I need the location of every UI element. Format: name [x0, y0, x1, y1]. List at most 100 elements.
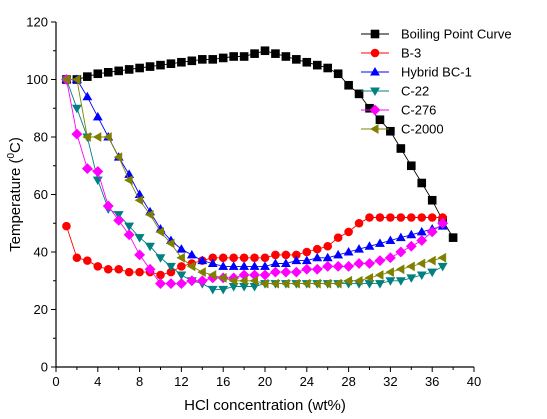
data-point-c-2000: [437, 252, 447, 263]
data-point-hybrid-bc-1: [260, 261, 270, 270]
data-point-boiling-point-curve: [177, 57, 186, 67]
data-point-c-22: [166, 262, 176, 272]
data-point-b-3: [323, 241, 333, 251]
data-point-boiling-point-curve: [375, 115, 385, 125]
data-point-boiling-point-curve: [427, 195, 437, 205]
data-point-hybrid-bc-1: [176, 244, 187, 253]
data-point-hybrid-bc-1: [186, 249, 197, 259]
data-point-c-2000: [364, 272, 374, 283]
legend-item-c-22: C-22: [361, 84, 429, 99]
data-point-c-22: [427, 268, 438, 278]
data-point-c-2000: [155, 226, 164, 237]
data-point-boiling-point-curve: [93, 69, 103, 79]
y-tick-label: 100: [26, 72, 48, 87]
data-point-c-2000: [239, 275, 248, 286]
data-point-hybrid-bc-1: [218, 261, 229, 270]
data-point-c-276: [196, 275, 208, 287]
x-axis-ticks: 0 4 8 12 16 20 24 28 32 36 40: [52, 367, 481, 389]
data-point-b-3: [312, 244, 322, 254]
data-point-hybrid-bc-1: [354, 244, 364, 253]
x-tick-label: 32: [383, 374, 397, 389]
legend-item-c-276: C-276: [361, 103, 436, 118]
data-point-c-22: [71, 104, 82, 114]
data-point-b-3: [239, 253, 249, 263]
data-point-boiling-point-curve: [198, 55, 207, 64]
data-point-boiling-point-curve: [344, 80, 353, 90]
y-tick-label: 120: [26, 15, 48, 30]
data-point-hybrid-bc-1: [270, 258, 281, 268]
data-point-boiling-point-curve: [229, 52, 238, 61]
data-point-c-276: [175, 278, 187, 290]
data-point-c-276: [144, 263, 156, 275]
data-point-c-22: [155, 254, 166, 263]
data-point-hybrid-bc-1: [406, 229, 417, 239]
data-point-boiling-point-curve: [145, 62, 155, 71]
data-point-c-2000: [385, 267, 394, 278]
data-point-c-2000: [312, 278, 321, 289]
data-point-hybrid-bc-1: [343, 247, 354, 256]
data-point-c-2000: [218, 272, 227, 283]
data-point-c-2000: [113, 152, 123, 163]
data-point-hybrid-bc-1: [395, 232, 406, 242]
legend-label: C-2000: [401, 122, 444, 137]
data-point-b-3: [260, 253, 270, 263]
data-point-b-3: [93, 262, 103, 271]
legend-item-hybrid-bc-1: Hybrid BC-1: [361, 65, 472, 80]
data-point-boiling-point-curve: [406, 161, 416, 171]
data-point-boiling-point-curve: [386, 126, 395, 136]
data-point-b-3: [375, 213, 385, 222]
data-point-c-276: [81, 163, 93, 175]
data-point-boiling-point-curve: [166, 59, 176, 68]
legend-marker: [370, 29, 380, 39]
data-point-c-276: [165, 278, 177, 290]
y-tick-label: 0: [41, 360, 48, 375]
data-point-boiling-point-curve: [103, 68, 113, 77]
data-point-c-276: [290, 266, 302, 278]
data-point-c-22: [437, 262, 448, 272]
data-point-c-276: [374, 255, 386, 267]
series-layer: [61, 46, 458, 295]
data-point-c-2000: [124, 175, 133, 186]
data-point-hybrid-bc-1: [280, 258, 291, 268]
data-point-c-276: [311, 263, 323, 275]
x-tick-label: 16: [216, 374, 230, 389]
legend-label: C-276: [401, 103, 436, 118]
data-point-hybrid-bc-1: [228, 261, 239, 270]
data-point-boiling-point-curve: [333, 69, 343, 79]
data-point-boiling-point-curve: [312, 60, 322, 70]
data-point-c-2000: [374, 270, 384, 280]
data-point-c-2000: [82, 132, 91, 142]
y-axis-ticks: 0 20 40 60 80 100 120: [26, 15, 56, 375]
data-point-boiling-point-curve: [208, 55, 218, 64]
data-point-b-3: [354, 218, 364, 228]
x-tick-label: 40: [467, 374, 481, 389]
data-point-hybrid-bc-1: [416, 226, 427, 236]
data-point-c-2000: [354, 275, 363, 286]
series-c-2000: [61, 74, 447, 289]
data-point-c-276: [155, 278, 166, 290]
data-point-b-3: [250, 253, 259, 263]
data-point-c-2000: [186, 261, 196, 272]
data-point-c-276: [280, 266, 292, 278]
y-tick-label: 80: [34, 130, 48, 145]
data-point-c-22: [218, 285, 229, 295]
data-point-b-3: [124, 267, 134, 277]
x-tick-label: 8: [136, 374, 143, 389]
data-point-c-22: [375, 280, 385, 289]
data-point-c-2000: [427, 255, 436, 266]
data-point-boiling-point-curve: [302, 57, 312, 67]
data-point-hybrid-bc-1: [92, 111, 103, 121]
data-point-b-3: [135, 267, 144, 277]
data-point-hybrid-bc-1: [375, 238, 385, 247]
data-point-c-276: [364, 258, 375, 269]
data-point-c-2000: [145, 209, 154, 220]
y-tick-label: 20: [34, 302, 48, 317]
data-point-c-276: [395, 246, 407, 258]
data-point-c-276: [301, 263, 313, 275]
data-point-b-3: [83, 256, 92, 265]
data-point-c-276: [353, 258, 365, 269]
data-point-b-3: [218, 253, 228, 263]
data-point-boiling-point-curve: [250, 49, 259, 58]
x-tick-label: 28: [341, 374, 355, 389]
